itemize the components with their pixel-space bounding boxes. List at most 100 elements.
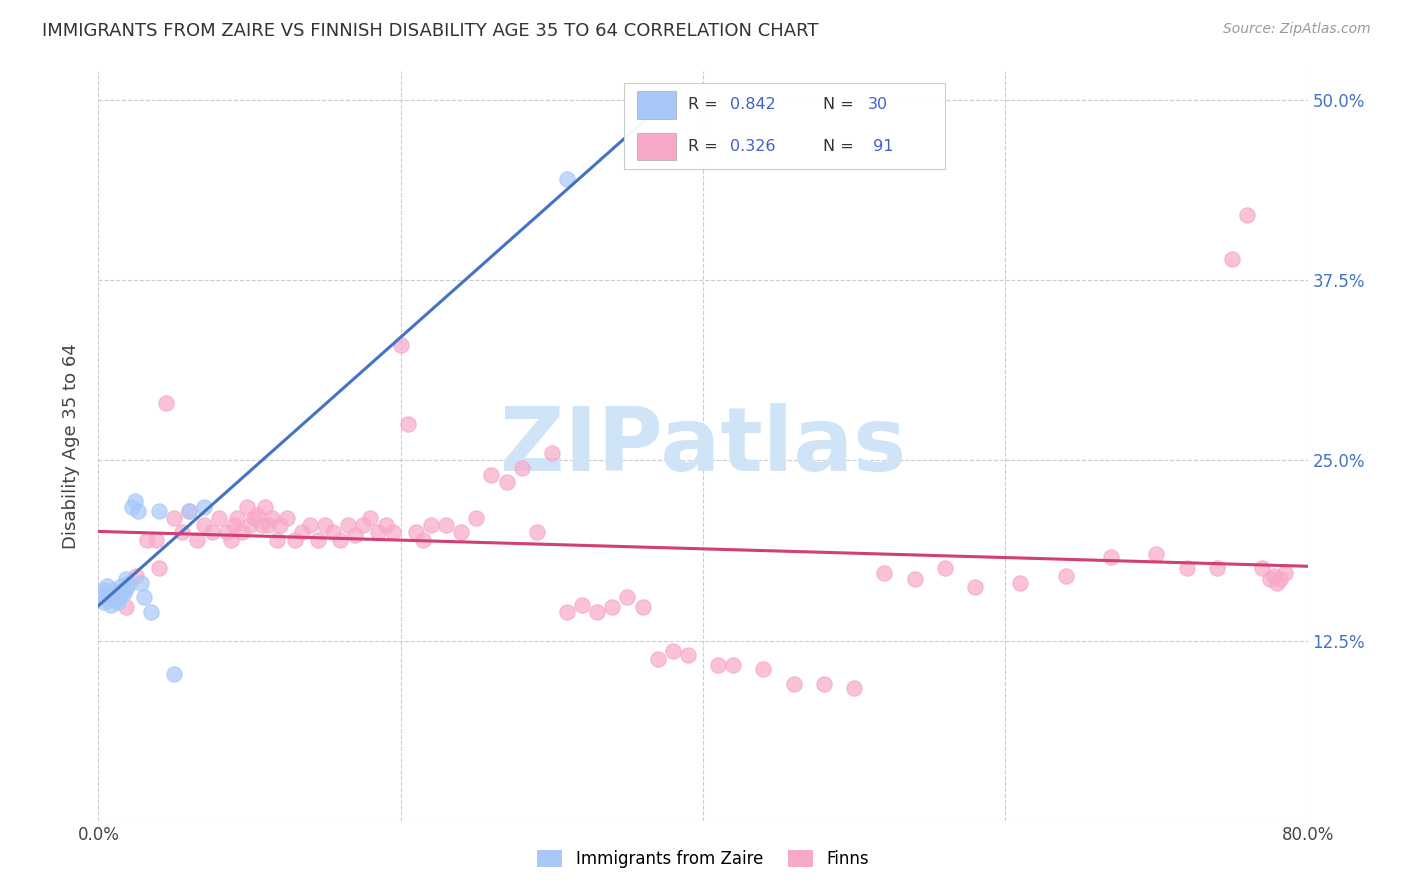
Point [253, 500, 276, 514]
Point [124, 493, 146, 508]
Point [571, 598, 593, 612]
Point [93, 594, 115, 608]
Text: IMMIGRANTS FROM ZAIRE VS FINNISH DISABILITY AGE 35 TO 64 CORRELATION CHART: IMMIGRANTS FROM ZAIRE VS FINNISH DISABIL… [42, 22, 818, 40]
Point [873, 566, 896, 580]
Point [412, 533, 434, 547]
Point [934, 561, 956, 575]
Point [647, 652, 669, 666]
Point [352, 518, 374, 533]
Point [105, 586, 128, 600]
Point [420, 518, 443, 533]
Point [723, 658, 745, 673]
Point [118, 575, 141, 590]
Point [631, 600, 654, 615]
Point [616, 591, 638, 605]
Point [510, 460, 533, 475]
Point [112, 586, 135, 600]
Point [526, 525, 548, 540]
Point [132, 591, 155, 605]
Point [276, 511, 298, 525]
Point [481, 467, 503, 482]
Point [269, 518, 291, 533]
Point [127, 504, 149, 518]
Point [107, 594, 129, 608]
Point [965, 580, 987, 594]
Point [103, 591, 125, 605]
Point [783, 677, 806, 691]
Point [396, 417, 419, 432]
Text: Source: ZipAtlas.com: Source: ZipAtlas.com [1223, 22, 1371, 37]
Point [389, 338, 412, 352]
Point [262, 511, 284, 525]
Point [1274, 566, 1296, 580]
Point [96, 579, 118, 593]
Point [844, 681, 866, 695]
Point [163, 511, 186, 525]
Point [246, 508, 269, 523]
Point [1251, 561, 1274, 575]
Point [90, 591, 112, 605]
Point [221, 533, 243, 547]
Point [111, 583, 134, 598]
Point [239, 518, 262, 533]
Point [676, 648, 699, 662]
Point [1144, 547, 1167, 561]
Point [555, 172, 578, 186]
Point [299, 518, 322, 533]
Point [540, 446, 562, 460]
Point [382, 525, 405, 540]
Point [360, 511, 382, 525]
Point [284, 533, 307, 547]
Point [101, 583, 124, 598]
Point [1206, 561, 1229, 575]
Point [1010, 575, 1032, 590]
Point [374, 518, 396, 533]
Point [1263, 568, 1285, 582]
Point [179, 504, 201, 518]
Point [231, 525, 253, 540]
Point [465, 511, 488, 525]
Point [115, 580, 138, 594]
Point [226, 511, 249, 525]
Point [129, 575, 152, 590]
Point [291, 525, 314, 540]
Point [256, 518, 278, 533]
Point [163, 666, 186, 681]
Point [148, 504, 170, 518]
Point [450, 525, 472, 540]
Point [155, 396, 177, 410]
Point [266, 533, 288, 547]
Point [100, 598, 122, 612]
Point [235, 500, 257, 514]
Point [1270, 572, 1292, 586]
Point [329, 533, 352, 547]
Y-axis label: Disability Age 35 to 64: Disability Age 35 to 64 [62, 343, 80, 549]
Point [135, 533, 157, 547]
Point [555, 605, 578, 619]
Text: ZIPatlas: ZIPatlas [501, 402, 905, 490]
Point [495, 475, 517, 489]
Point [103, 591, 125, 605]
Point [186, 533, 208, 547]
Point [1236, 209, 1258, 223]
Point [110, 579, 132, 593]
Point [148, 561, 170, 575]
Point [1267, 575, 1289, 590]
Point [307, 533, 329, 547]
Point [661, 643, 683, 657]
Point [104, 593, 127, 607]
Point [586, 605, 609, 619]
Point [179, 504, 201, 518]
Point [1175, 561, 1198, 575]
Point [813, 677, 835, 691]
Point [434, 518, 457, 533]
Point [114, 600, 136, 615]
Point [322, 525, 344, 540]
Point [108, 591, 131, 605]
Point [170, 525, 193, 540]
Point [94, 586, 117, 600]
Point [193, 518, 215, 533]
Point [367, 525, 389, 540]
Point [752, 662, 775, 676]
Point [250, 518, 273, 533]
